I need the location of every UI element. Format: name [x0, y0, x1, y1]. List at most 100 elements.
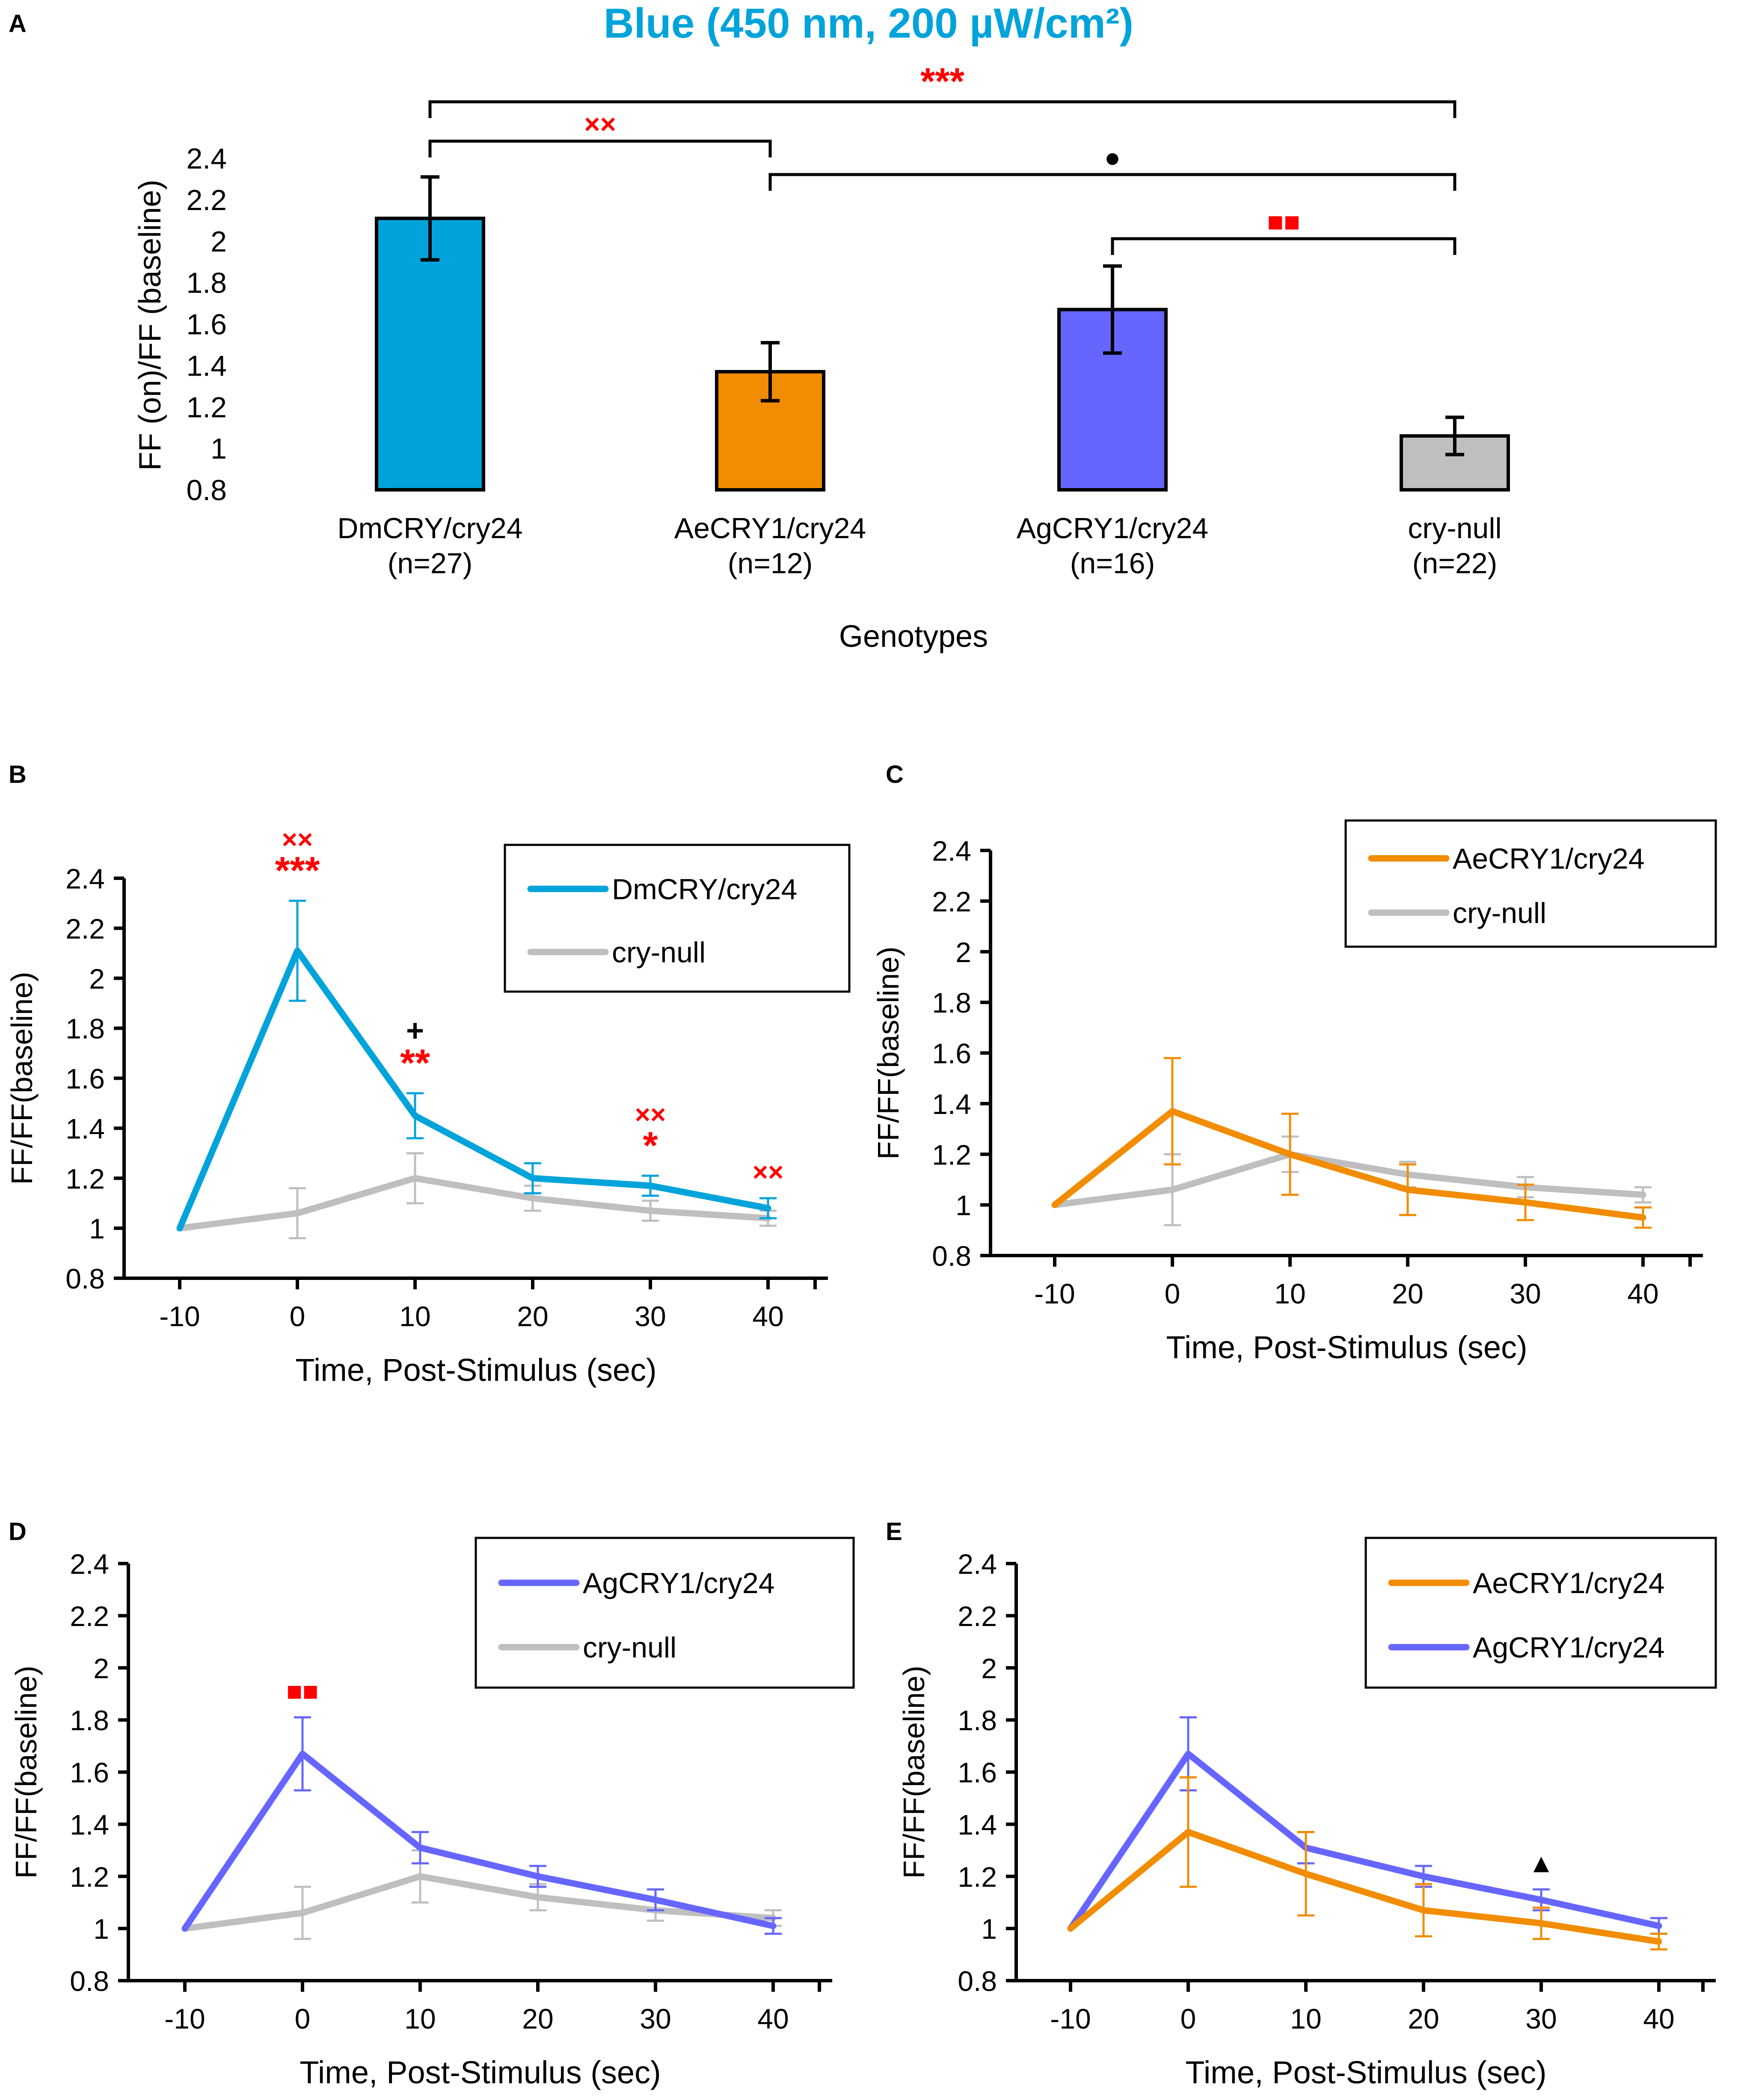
category-label: cry-null — [1408, 512, 1501, 545]
data-point — [1187, 1753, 1189, 1755]
y-axis-label: FF (on)/FF (baseline) — [133, 180, 167, 471]
y-tick-label: 2 — [211, 225, 227, 258]
panel-a: A Blue (450 nm, 200 µW/cm²) 0.8 1 1.2 1.4 1.6 1… — [9, 0, 1510, 654]
x-tick-label: 0 — [290, 1300, 306, 1332]
x-tick-label: 20 — [522, 2003, 553, 2035]
y-tick-label: 1.4 — [958, 1809, 997, 1840]
series-line — [1051, 1108, 1646, 1221]
y-tick-label: 1 — [89, 1213, 105, 1244]
y-tick-label: 1.2 — [65, 1163, 105, 1194]
data-point — [650, 1185, 651, 1187]
data-point — [1642, 1217, 1644, 1219]
category-label: DmCRY/cry24 — [337, 512, 522, 545]
data-point — [537, 1896, 539, 1898]
y-tick-label: 1.6 — [65, 1063, 105, 1095]
data-point — [1289, 1153, 1291, 1155]
data-point — [1642, 1194, 1644, 1196]
x-tick-label: 10 — [399, 1300, 430, 1332]
y-tick-label: 2.4 — [70, 1548, 109, 1580]
series-line — [176, 1175, 771, 1232]
panel-label-a: A — [9, 10, 27, 38]
series-aecry1-cry24 — [1051, 1057, 1652, 1229]
x-tick-label: 40 — [1643, 2003, 1674, 2035]
significance-marker: *** — [275, 850, 320, 892]
y-tick-label: 2 — [89, 963, 105, 995]
data-point — [1525, 1201, 1526, 1203]
sample-size-label: (n=16) — [1070, 547, 1155, 580]
y-tick-label: 0.8 — [186, 474, 227, 506]
significance-marker: ×× — [753, 1158, 783, 1187]
y-tick-label: 1.6 — [70, 1757, 109, 1789]
significance-bracket — [428, 139, 772, 157]
data-point — [1658, 1940, 1660, 1943]
panel-label-b: B — [9, 761, 27, 788]
panel-c: C 0.8 1 1.2 1.4 1.6 1.8 2 2.2 2.4 -10 0 10 20 30 40 Time… — [872, 761, 1717, 1365]
data-point — [1423, 1875, 1424, 1878]
x-tick-label: -10 — [159, 1300, 200, 1332]
y-axis-label: FF/FF(baseline) — [897, 1666, 931, 1879]
sample-size-label: (n=12) — [728, 547, 813, 580]
y-tick-label: 2.4 — [932, 835, 971, 867]
significance-bracket — [1111, 237, 1456, 255]
x-tick-label: 30 — [635, 1300, 666, 1332]
legend-label: AgCRY1/cry24 — [1473, 1632, 1665, 1664]
y-tick-label: 2.2 — [70, 1600, 109, 1632]
series-line — [176, 947, 771, 1232]
y-tick-label: 0.8 — [932, 1240, 971, 1272]
data-point — [302, 1753, 303, 1755]
y-tick-label: 1 — [955, 1190, 971, 1221]
data-point — [1540, 1899, 1542, 1901]
significance-marker: ■■ — [287, 1677, 319, 1706]
x-tick-label: 20 — [1392, 1278, 1423, 1309]
y-tick-label: 2 — [955, 936, 971, 968]
data-point — [650, 1210, 651, 1212]
y-tick-label: 1 — [93, 1913, 109, 1945]
x-tick-label: 30 — [640, 2003, 671, 2035]
y-axis-label: FF/FF(baseline) — [872, 947, 905, 1160]
significance-marker: + — [406, 1014, 424, 1048]
x-tick-label: 10 — [1290, 2003, 1321, 2035]
data-point — [1054, 1204, 1056, 1206]
y-tick-label: 0.8 — [65, 1263, 105, 1294]
y-tick-label: 2.2 — [65, 913, 105, 945]
y-tick-label: 1.8 — [186, 267, 227, 299]
chart-title: Blue (450 nm, 200 µW/cm²) — [604, 0, 1133, 47]
category-label: AgCRY1/cry24 — [1017, 512, 1209, 545]
x-tick-label: -10 — [1050, 2003, 1091, 2035]
series-cry-null — [1051, 1135, 1652, 1226]
panel-label-c: C — [886, 761, 904, 788]
data-point — [1658, 1925, 1660, 1927]
significance-marker: ■■ — [1267, 206, 1300, 237]
data-point — [1172, 1189, 1173, 1191]
series-line — [181, 1873, 777, 1932]
y-tick-label: 2.4 — [186, 142, 227, 175]
y-tick-label: 1.6 — [186, 308, 227, 341]
series-line — [1067, 1750, 1662, 1932]
data-point — [414, 1115, 416, 1117]
legend-label: AeCRY1/cry24 — [1473, 1567, 1665, 1599]
x-tick-label: 10 — [404, 2003, 436, 2035]
x-axis-label: Genotypes — [839, 619, 988, 654]
x-tick-label: 20 — [1408, 2003, 1439, 2035]
x-tick-label: 40 — [752, 1300, 783, 1332]
x-tick-label: 20 — [517, 1300, 548, 1332]
sample-size-label: (n=27) — [388, 547, 472, 580]
data-point — [655, 1899, 656, 1901]
legend-box — [1364, 1537, 1717, 1689]
data-point — [537, 1875, 539, 1878]
legend-label: AgCRY1/cry24 — [583, 1567, 775, 1599]
y-axis-label: FF/FF(baseline) — [5, 972, 39, 1185]
significance-marker: * — [643, 1124, 658, 1167]
y-tick-label: 1.8 — [65, 1013, 105, 1045]
data-point — [302, 1912, 303, 1914]
data-point — [532, 1177, 534, 1179]
x-tick-label: -10 — [164, 2003, 205, 2035]
panel-d: D 0.8 1 1.2 1.4 1.6 1.8 2 2.2 2.4 -10 0 10 20 30 40 Time… — [9, 1518, 855, 2090]
data-point — [1172, 1110, 1173, 1112]
legend-box — [475, 1537, 855, 1689]
data-point — [1305, 1873, 1307, 1875]
legend-label: cry-null — [1453, 897, 1546, 929]
y-tick-label: 1.6 — [958, 1757, 997, 1789]
x-tick-label: -10 — [1034, 1278, 1075, 1309]
series-dmcry-cry24 — [176, 900, 777, 1232]
